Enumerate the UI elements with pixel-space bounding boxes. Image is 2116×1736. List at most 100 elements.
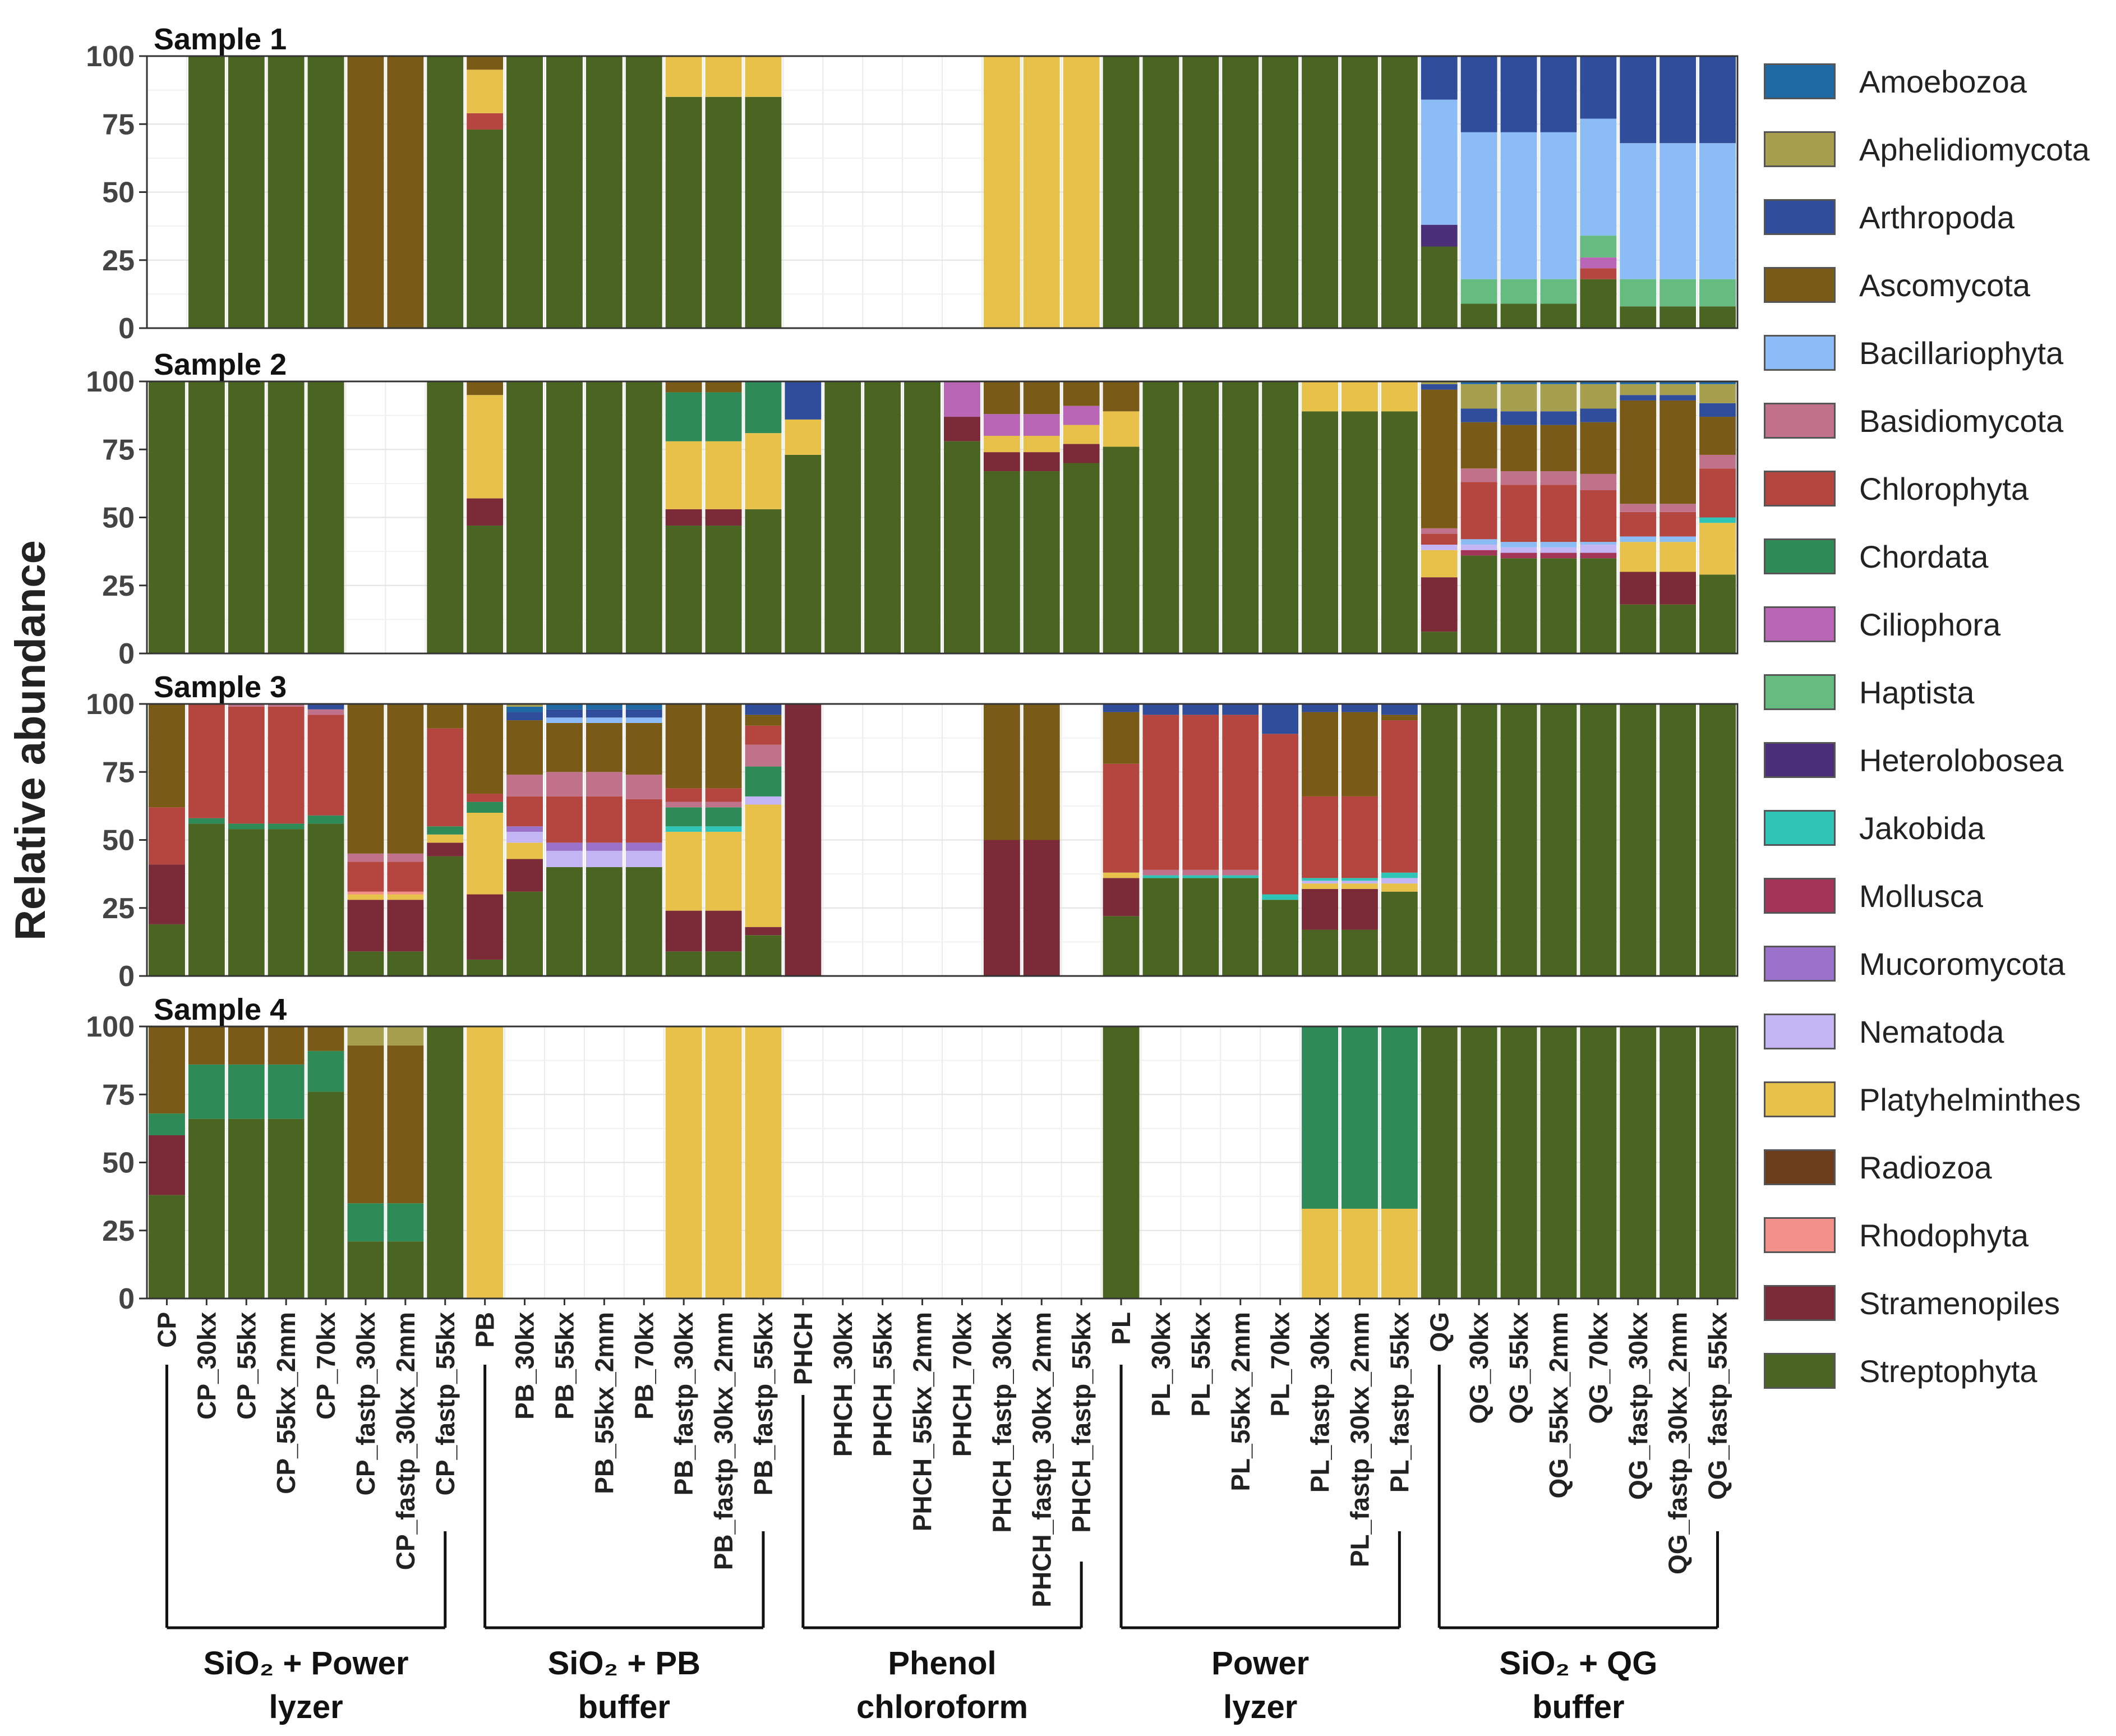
bar-segment-streptophyta xyxy=(1620,604,1657,653)
bar-segment-arthropoda xyxy=(1699,403,1736,417)
bar-segment-chlorophyta xyxy=(387,862,424,892)
legend-label: Chlorophyta xyxy=(1859,471,2029,506)
group-label: SiO₂ + Power xyxy=(204,1645,409,1682)
bar-segment-platyhelminthes xyxy=(467,395,504,499)
bar-segment-streptophyta xyxy=(864,381,901,653)
bar-segment-arthropoda xyxy=(745,704,782,715)
bar-segment-jakobida xyxy=(1302,878,1338,881)
bar-segment-chlorophyta xyxy=(1142,715,1179,870)
x-tick-label: CP_fastp_55kx xyxy=(431,1312,460,1496)
bar-segment-platyhelminthes xyxy=(1302,883,1338,889)
bar-segment-streptophyta xyxy=(546,381,583,653)
bar-segment-jakobida xyxy=(1142,875,1179,878)
bar-segment-aphelidiomycota xyxy=(1580,384,1617,409)
bar-segment-chlorophyta xyxy=(1699,468,1736,518)
bar-segment-bacillariophyta xyxy=(1659,143,1697,279)
x-tick-label: PHCH_30kx xyxy=(828,1312,858,1457)
bar-segment-chlorophyta xyxy=(467,113,504,130)
bar-segment-jakobida xyxy=(1222,875,1259,878)
bar-segment-streptophyta xyxy=(307,823,344,976)
group-label: Phenol xyxy=(888,1645,996,1682)
bar-segment-mollusca xyxy=(1460,550,1497,556)
bar-segment-chlorophyta xyxy=(705,788,742,802)
bar-segment-platyhelminthes xyxy=(705,441,742,509)
legend-item-stramenopiles: Stramenopiles xyxy=(1764,1275,2060,1331)
legend-item-ascomycota: Ascomycota xyxy=(1764,257,2030,313)
bar-segment-nematoda xyxy=(586,850,623,867)
bar-segment-platyhelminthes xyxy=(1381,883,1418,892)
x-tick-label: PB_fastp_55kx xyxy=(749,1312,778,1496)
bar-segment-basidiomycota xyxy=(705,802,742,808)
legend-label: Aphelidiomycota xyxy=(1859,131,2090,167)
bar-segment-streptophyta xyxy=(307,56,344,328)
bar-segment-ascomycota xyxy=(1103,712,1140,764)
bar-segment-platyhelminthes xyxy=(347,894,384,900)
bar-segment-streptophyta xyxy=(546,56,583,328)
bar-segment-platyhelminthes xyxy=(1103,411,1140,447)
legend-label: Chordata xyxy=(1859,538,1989,574)
bar-segment-basidiomycota xyxy=(1460,468,1497,482)
bar-segment-stramenopiles xyxy=(149,1135,185,1195)
bar-segment-streptophyta xyxy=(1540,303,1577,328)
bar-segment-streptophyta xyxy=(427,1026,464,1298)
bar-segment-chordata xyxy=(1302,1026,1338,1209)
group-label: SiO₂ + QG xyxy=(1499,1645,1657,1682)
bar-segment-nematoda xyxy=(1580,545,1617,553)
bar-segment-amoebozoa xyxy=(1540,381,1577,384)
bar-segment-chlorophyta xyxy=(228,706,265,824)
bar-segment-ciliophora xyxy=(944,381,980,417)
bar-segment-chordata xyxy=(387,1203,424,1242)
bar-segment-arthropoda xyxy=(1699,56,1736,144)
bar-segment-streptophyta xyxy=(1699,574,1736,653)
bar-segment-chordata xyxy=(745,381,782,434)
bar-segment-bacillariophyta xyxy=(1540,542,1577,547)
bar-segment-streptophyta xyxy=(1222,878,1259,976)
bar-segment-rhodophyta xyxy=(387,891,424,895)
bar-segment-nematoda xyxy=(1381,878,1418,884)
bar-segment-stramenopiles xyxy=(1421,577,1458,632)
bar-segment-ascomycota xyxy=(307,1026,344,1051)
bar-segment-ascomycota xyxy=(387,56,424,328)
bar-segment-platyhelminthes xyxy=(1341,381,1378,412)
bar-segment-arthropoda xyxy=(1659,56,1697,144)
bar-segment-streptophyta xyxy=(745,96,782,328)
bar-segment-mucoromycota xyxy=(625,842,662,851)
bar-segment-chlorophyta xyxy=(506,796,543,827)
x-tick-label: PHCH_fastp_30kx xyxy=(987,1312,1016,1533)
bar-segment-arthropoda xyxy=(1421,384,1458,390)
bar-segment-basidiomycota xyxy=(745,744,782,767)
bar-segment-ciliophora xyxy=(1063,406,1100,425)
bar-segment-streptophyta xyxy=(347,951,384,976)
bar-segment-streptophyta xyxy=(506,381,543,653)
bar-segment-bacillariophyta xyxy=(1460,132,1497,279)
legend-swatch xyxy=(1764,1353,1836,1389)
bar-segment-streptophyta xyxy=(1500,558,1537,653)
bar-segment-streptophyta xyxy=(506,56,543,328)
bar-segment-streptophyta xyxy=(1421,246,1458,328)
bar-segment-ascomycota xyxy=(387,1045,424,1204)
x-tick-label: QG_55kx xyxy=(1504,1312,1533,1424)
bar-segment-streptophyta xyxy=(1500,1026,1537,1298)
bar-segment-platyhelminthes xyxy=(705,831,742,911)
x-tick-label: CP_55kx_2mm xyxy=(271,1312,301,1494)
x-tick-label: QG xyxy=(1425,1312,1454,1352)
bar-segment-streptophyta xyxy=(268,829,305,976)
legend-swatch xyxy=(1764,403,1836,439)
legend-swatch xyxy=(1764,946,1836,982)
bar-segment-chlorophyta xyxy=(1381,720,1418,873)
legend-item-rhodophyta: Rhodophyta xyxy=(1764,1207,2029,1263)
bar-segment-streptophyta xyxy=(307,381,344,653)
bar-segment-streptophyta xyxy=(467,526,504,653)
y-tick-label: 0 xyxy=(118,312,135,345)
bar-segment-chlorophyta xyxy=(586,796,623,843)
bar-segment-heterolobosea xyxy=(1421,224,1458,247)
bar-segment-streptophyta xyxy=(1182,878,1219,976)
bar-segment-arthropoda xyxy=(307,704,344,710)
bar-segment-jakobida xyxy=(1182,875,1219,878)
bar-segment-arthropoda xyxy=(1460,408,1497,422)
bar-segment-streptophyta xyxy=(228,1118,265,1298)
legend-item-streptophyta: Streptophyta xyxy=(1764,1343,2037,1399)
bar-segment-ascomycota xyxy=(1620,400,1657,504)
x-tick-label: PL_70kx xyxy=(1266,1312,1295,1417)
bar-segment-chlorophyta xyxy=(1103,763,1140,873)
